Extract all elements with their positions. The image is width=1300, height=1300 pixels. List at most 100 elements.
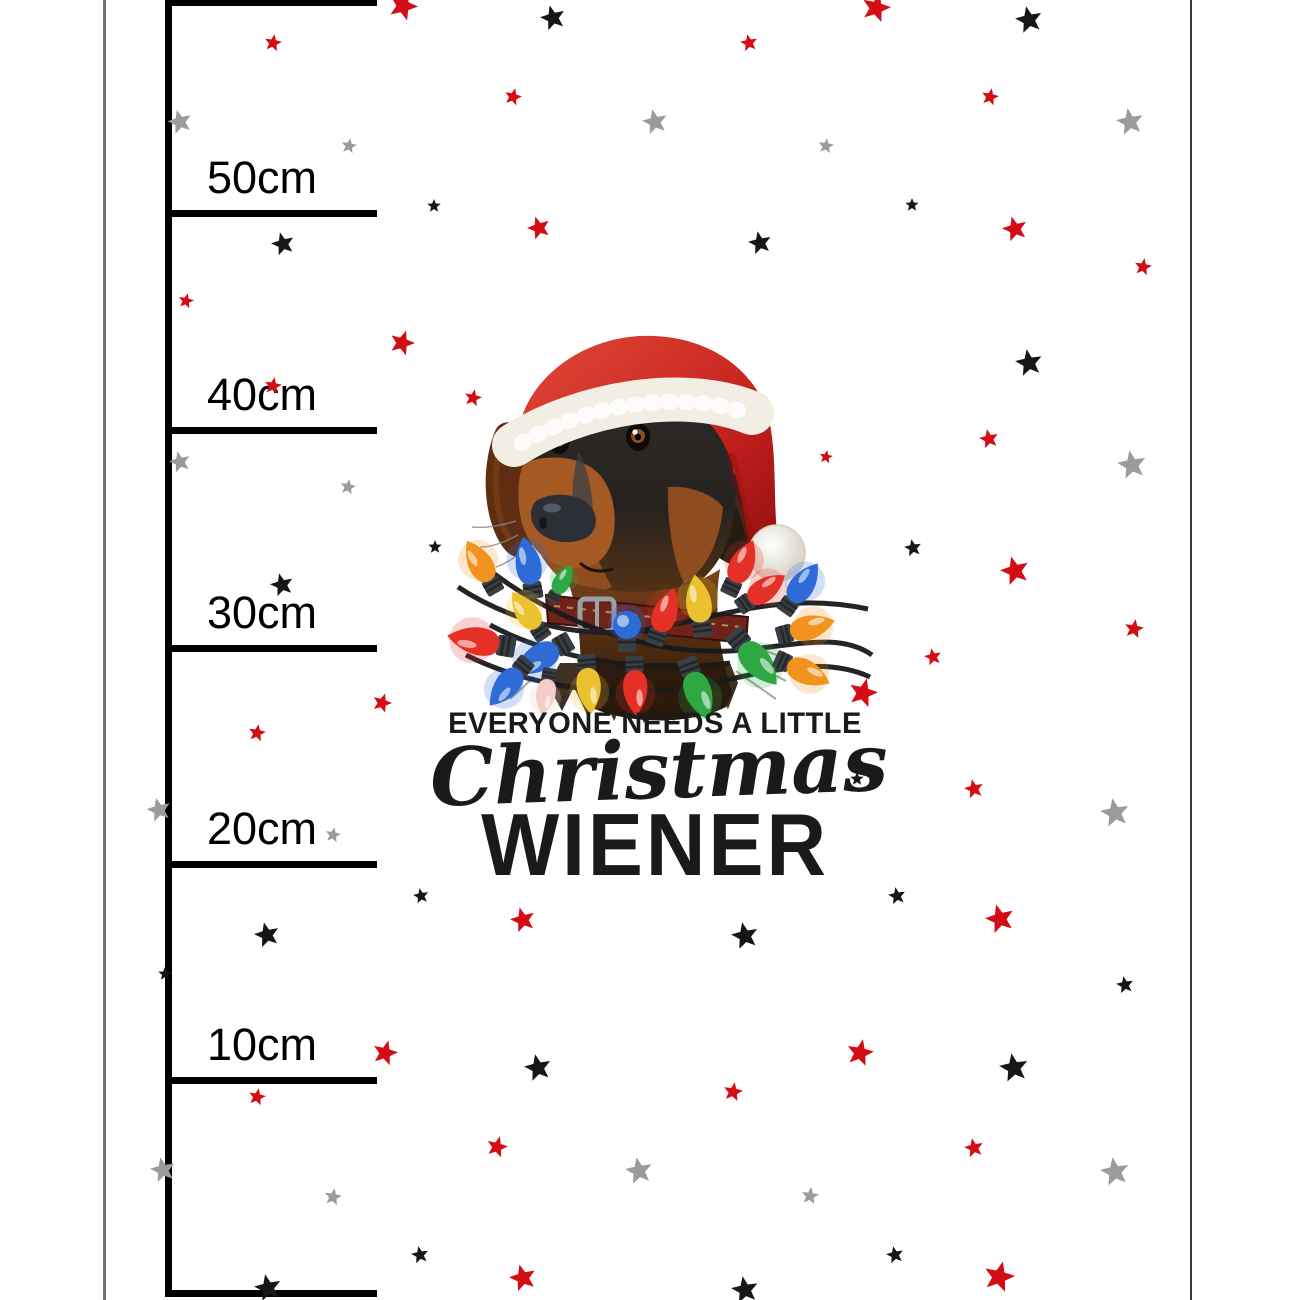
red-star xyxy=(924,648,941,666)
graphic-heading-text: EVERYONE NEEDS A LITTLE xyxy=(448,707,862,740)
black-star xyxy=(270,573,293,597)
black-star xyxy=(254,922,278,948)
gray-star xyxy=(1100,1157,1129,1186)
black-star xyxy=(524,1054,551,1081)
gray-star xyxy=(625,1157,652,1184)
red-star xyxy=(391,330,415,356)
blue-bulb xyxy=(776,561,826,618)
gray-star xyxy=(340,479,356,495)
black-star xyxy=(888,887,905,905)
red-star xyxy=(249,1088,266,1106)
red-star xyxy=(1002,216,1026,242)
orange-bulb xyxy=(774,606,835,647)
red-star xyxy=(465,389,482,407)
gold-bulb xyxy=(505,590,552,643)
black-star xyxy=(886,1246,903,1264)
pink-bulb xyxy=(529,667,562,716)
black-star xyxy=(731,922,758,949)
dog-nose xyxy=(530,494,596,543)
blue-bulb xyxy=(608,604,646,652)
red-star xyxy=(819,450,833,464)
ruler-label: 30cm xyxy=(207,587,318,638)
gold-bulb xyxy=(569,653,610,714)
red-star xyxy=(527,216,549,240)
dog-mouth xyxy=(578,561,614,573)
green-bulb xyxy=(545,564,578,605)
gray-star xyxy=(642,109,667,134)
black-star xyxy=(540,5,564,31)
gray-star xyxy=(146,797,170,822)
right-border-line xyxy=(1190,0,1192,1300)
red-star xyxy=(982,88,999,106)
black-star xyxy=(1116,976,1133,994)
black-star xyxy=(904,539,921,557)
santa-hat xyxy=(492,335,806,582)
black-star xyxy=(271,232,294,256)
left-border-line xyxy=(103,0,106,1300)
blue-bulb xyxy=(484,654,535,709)
black-star xyxy=(411,1246,428,1264)
ruler-tick xyxy=(165,0,377,6)
green-bulb xyxy=(677,655,723,721)
red-star xyxy=(985,1261,1015,1292)
ruler-label: 40cm xyxy=(207,369,318,420)
red-star xyxy=(964,779,983,799)
black-star xyxy=(731,1276,758,1300)
red-star xyxy=(179,293,194,309)
gray-star xyxy=(801,1187,819,1204)
gray-star xyxy=(325,1188,342,1206)
christmas-bulbs xyxy=(447,536,835,721)
red-star xyxy=(249,724,266,742)
black-star xyxy=(1015,6,1042,33)
blue-bulb xyxy=(506,536,549,601)
black-star xyxy=(413,888,429,904)
orange-bulb xyxy=(458,539,505,597)
gray-star xyxy=(150,1157,175,1182)
gray-star xyxy=(167,109,191,134)
red-star xyxy=(265,34,282,52)
red-bulb xyxy=(720,540,764,598)
ruler-label: 10cm xyxy=(207,1019,318,1070)
black-star xyxy=(999,1053,1028,1082)
gray-star xyxy=(1117,450,1146,479)
red-star xyxy=(979,429,998,449)
red-bulb xyxy=(734,568,787,615)
red-star xyxy=(1125,619,1144,638)
dog-right-eye xyxy=(626,423,650,451)
gray-star xyxy=(325,827,341,843)
red-star xyxy=(487,1136,508,1158)
red-bulb xyxy=(447,617,517,664)
red-star xyxy=(1000,556,1028,585)
ruler-tick xyxy=(165,861,377,868)
red-star xyxy=(1135,258,1152,276)
red-star xyxy=(373,693,392,713)
ruler-tick xyxy=(165,427,377,434)
red-star xyxy=(985,904,1013,933)
red-star xyxy=(390,0,418,21)
christmas-wiener-graphic xyxy=(430,325,880,885)
gold-bulb xyxy=(676,574,719,638)
red-star xyxy=(847,1039,874,1066)
gray-star xyxy=(1100,798,1129,827)
black-star xyxy=(158,967,172,980)
black-star xyxy=(748,231,771,254)
ruler-label: 50cm xyxy=(207,152,318,203)
graphic-main-text: WIENER xyxy=(481,795,829,894)
red-bulb xyxy=(645,588,687,648)
ruler-tick xyxy=(165,1077,377,1084)
black-star xyxy=(1015,349,1042,376)
red-star xyxy=(510,907,534,933)
red-star xyxy=(265,377,282,395)
red-bulb xyxy=(615,655,656,716)
black-star xyxy=(254,1274,281,1300)
ruler-label: 20cm xyxy=(207,803,318,854)
orange-bulb xyxy=(772,650,830,694)
red-star xyxy=(724,1082,743,1101)
red-star xyxy=(964,1138,983,1158)
red-star xyxy=(863,0,891,22)
red-star xyxy=(740,34,757,52)
red-star xyxy=(850,678,878,707)
green-bulb xyxy=(725,626,784,689)
black-star xyxy=(427,199,441,212)
